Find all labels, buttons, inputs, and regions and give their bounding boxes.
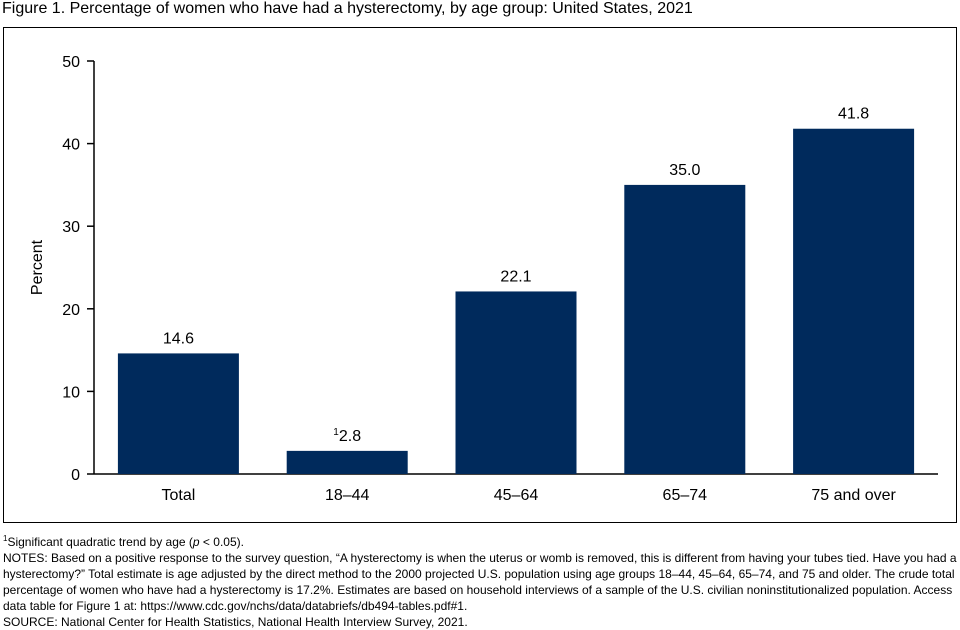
bar xyxy=(455,291,577,474)
x-category-label: 75 and over xyxy=(811,487,896,504)
bar-value-label: 41.8 xyxy=(838,106,869,123)
bar xyxy=(286,450,408,474)
footnote-text-pre: Significant quadratic trend by age ( xyxy=(7,535,193,549)
footnote: 1Significant quadratic trend by age (p <… xyxy=(3,534,957,550)
x-category-label: Total xyxy=(162,487,196,504)
x-category-label: 65–74 xyxy=(663,487,708,504)
bar-chart: 0 10 20 30 40 50 Percent 14.6 Total 12.8 18–44 22.1… xyxy=(29,54,938,504)
y-axis-title: Percent xyxy=(29,239,46,295)
x-category-label: 45–64 xyxy=(494,487,539,504)
source-text: SOURCE: National Center for Health Stati… xyxy=(3,615,468,629)
footnote-marker: 1 xyxy=(3,534,8,543)
chart-frame: 0 10 20 30 40 50 Percent 14.6 Total 12.8 18–44 22.1… xyxy=(3,27,957,523)
notes-text: NOTES: Based on a positive response to t… xyxy=(3,551,957,613)
notes-section: 1Significant quadratic trend by age (p <… xyxy=(3,534,957,630)
value-label-superscript: 1 xyxy=(333,427,339,438)
footnote-text-post: < 0.05). xyxy=(199,535,244,549)
x-category-label: 18–44 xyxy=(325,487,370,504)
bar-value-label: 35.0 xyxy=(669,162,700,179)
bar-value-label: 12.8 xyxy=(333,427,361,445)
y-tick-label: 40 xyxy=(62,137,80,154)
value-label-number: 2.8 xyxy=(339,428,361,445)
figure-title: Figure 1. Percentage of women who have h… xyxy=(2,0,693,17)
y-tick-label: 50 xyxy=(62,54,80,71)
y-tick-label: 30 xyxy=(62,219,80,236)
bar xyxy=(793,128,915,474)
footnote-p-symbol: p xyxy=(192,535,200,549)
bar xyxy=(624,184,746,474)
bar-value-label: 14.6 xyxy=(163,330,194,347)
bar-value-label: 22.1 xyxy=(500,268,531,285)
y-tick-label: 0 xyxy=(71,467,80,484)
y-tick-label: 20 xyxy=(62,302,80,319)
y-tick-label: 10 xyxy=(62,384,80,401)
bar xyxy=(117,353,239,474)
